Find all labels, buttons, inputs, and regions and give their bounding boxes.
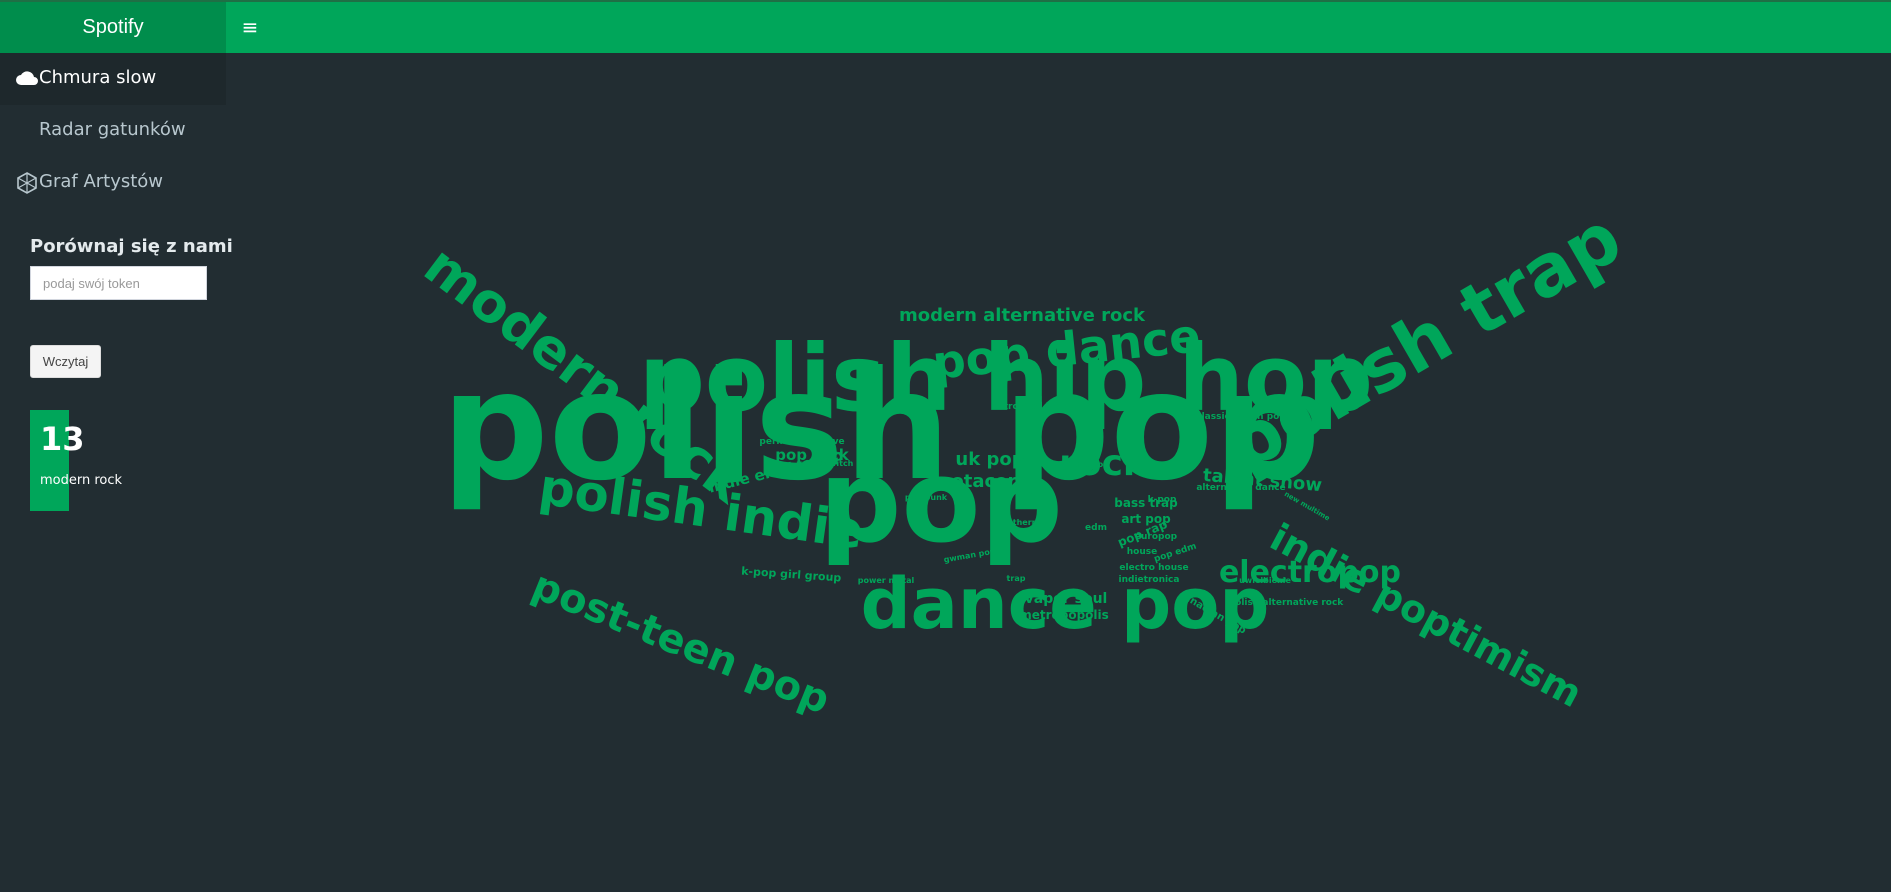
sidebar-item-radar-gatunkow[interactable]: Radar gatunków [0, 105, 226, 157]
word-pop-rock: pop rock [775, 446, 850, 464]
word-cloud: polish pop polish hip hop pop dance pop poli… [226, 53, 1891, 892]
word-metropopolis: metropopolis [1019, 608, 1109, 622]
word-pop: pop [819, 435, 1063, 569]
word-trap: trap [1007, 574, 1026, 583]
word-power-metal: power metal [858, 576, 915, 585]
word-permanent-wave: permanent wave [759, 437, 844, 447]
sidebar-item-graf-artystow[interactable]: Graf Artystów [0, 157, 226, 209]
word-alternative-dance: alternative dance [1196, 483, 1285, 493]
word-indie-pop: indie pop [1067, 460, 1109, 469]
word-rock: rock [1059, 443, 1148, 484]
sidebar-item-label: Graf Artystów [39, 171, 164, 192]
hamburger-icon[interactable]: ≡ [241, 15, 259, 39]
value-box-caption: modern rock [40, 473, 123, 488]
word-house: house [1127, 547, 1157, 557]
word-classic-polish-pop: classic polish pop [1196, 412, 1286, 422]
word-dance-pop: dance pop [861, 563, 1270, 645]
word-polish-hip-hop: polish hip hop [639, 325, 1373, 432]
word-indie-poptimism: indie poptimism [1263, 515, 1589, 716]
sidebar-item-label: Chmura slow [39, 67, 157, 88]
word-modern-alternative-rock: modern alternative rock [899, 305, 1146, 326]
word-europop: europop [1135, 532, 1178, 542]
top-header: Spotify ≡ [0, 0, 1891, 53]
word-indietronica: indietronica [1119, 575, 1180, 585]
word-pop-punk: pop punk [905, 493, 948, 502]
network-icon [17, 172, 37, 194]
word-vapor-twitch: vapor twitch [797, 459, 854, 468]
word-art-pop: art pop [1121, 512, 1171, 526]
word-uk-pop: uk pop [955, 449, 1024, 470]
compare-title: Porównaj się z nami [30, 236, 233, 257]
load-button[interactable]: Wczytaj [30, 345, 101, 378]
word-edm: edm [1085, 523, 1107, 533]
word-pop-edm: pop edm [1153, 542, 1198, 565]
word-etherpop: etherpop [1007, 518, 1049, 527]
word-tropical-house: tropical house [1004, 402, 1077, 412]
word-k-pop: k-pop [1148, 495, 1177, 505]
word-polish-pop: polish pop [441, 340, 1320, 514]
token-input[interactable] [30, 266, 207, 300]
app-logo[interactable]: Spotify [0, 2, 226, 53]
value-box-number: 13 [40, 420, 85, 458]
word-otacore: otacore [951, 471, 1028, 492]
cloud-icon [16, 71, 38, 85]
sidebar-item-chmura-slow[interactable]: Chmura slow [0, 53, 226, 105]
sidebar-item-label: Radar gatunków [39, 119, 186, 140]
word-uwielbienie: uwielbienie [1239, 576, 1291, 585]
word-post-teen-pop: post-teen pop [526, 562, 836, 723]
word-polish-alternative-rock: polish alternative rock [1229, 598, 1345, 608]
word-electro-house: electro house [1119, 563, 1188, 573]
word-electropop: electropop [1219, 555, 1401, 590]
word-bass-trap: bass trap [1114, 496, 1178, 510]
value-box: 13 modern rock [30, 410, 122, 511]
word-vapor-soul: vapor soul [1025, 591, 1108, 607]
